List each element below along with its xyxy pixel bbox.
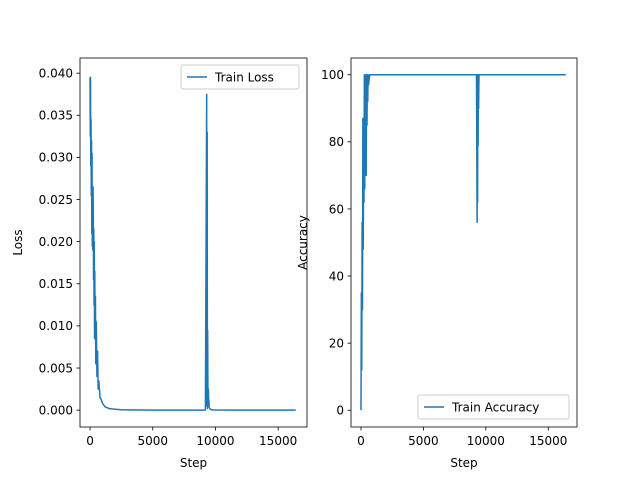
accuracy-y-tick-label: 60 (329, 202, 344, 216)
loss-legend: Train Loss (180, 64, 300, 90)
accuracy-legend-label: Train Accuracy (451, 400, 539, 414)
loss-y-tick-label: 0.030 (39, 151, 73, 165)
loss-x-ticks: 0 5000 10000 15000 (86, 427, 297, 448)
accuracy-y-axis-label: Accuracy (296, 215, 310, 270)
accuracy-legend: Train Accuracy (417, 394, 570, 420)
loss-x-tick-label: 15000 (259, 434, 297, 448)
loss-y-tick-label: 0.000 (39, 403, 73, 417)
loss-y-ticks: 0.000 0.005 0.010 0.015 0.020 0.025 0.030 0.035… (39, 66, 80, 417)
loss-subplot: 0 5000 10000 15000 0.000 0.005 0.010 0.015 0.02… (11, 57, 308, 470)
loss-y-tick-label: 0.035 (39, 109, 73, 123)
accuracy-x-ticks: 0 5000 10000 15000 (357, 427, 567, 448)
loss-y-tick-label: 0.010 (39, 319, 73, 333)
accuracy-y-tick-label: 80 (329, 135, 344, 149)
loss-series-line-0 (89, 76, 296, 411)
accuracy-x-tick-label: 5000 (408, 434, 439, 448)
accuracy-x-tick-label: 0 (357, 434, 365, 448)
accuracy-y-tick-label: 0 (336, 404, 344, 418)
loss-x-tick-label: 10000 (196, 434, 234, 448)
accuracy-x-tick-label: 10000 (467, 434, 505, 448)
accuracy-series-line-0 (360, 74, 566, 411)
accuracy-y-tick-label: 20 (329, 336, 344, 350)
loss-lines (89, 76, 296, 411)
loss-x-tick-label: 0 (86, 434, 94, 448)
loss-legend-box (180, 64, 300, 90)
accuracy-y-tick-label: 40 (329, 269, 344, 283)
loss-legend-label: Train Loss (214, 70, 274, 84)
loss-y-tick-label: 0.025 (39, 193, 73, 207)
loss-y-tick-label: 0.040 (39, 66, 73, 80)
loss-x-axis-label: Step (180, 456, 207, 470)
accuracy-lines (360, 74, 566, 411)
loss-y-axis-label: Loss (11, 229, 25, 255)
accuracy-y-tick-label: 100 (321, 68, 344, 82)
loss-y-tick-label: 0.020 (39, 235, 73, 249)
accuracy-subplot: 0 5000 10000 15000 0 20 40 60 80 100 Step Accura… (296, 57, 578, 470)
loss-axes-frame (79, 57, 308, 428)
accuracy-legend-box (417, 394, 570, 420)
accuracy-x-axis-label: Step (450, 456, 477, 470)
loss-y-tick-label: 0.005 (39, 361, 73, 375)
accuracy-x-tick-label: 15000 (529, 434, 567, 448)
accuracy-y-ticks: 0 20 40 60 80 100 (321, 68, 351, 418)
accuracy-axes-frame (350, 57, 578, 428)
loss-y-tick-label: 0.015 (39, 277, 73, 291)
loss-x-tick-label: 5000 (137, 434, 168, 448)
